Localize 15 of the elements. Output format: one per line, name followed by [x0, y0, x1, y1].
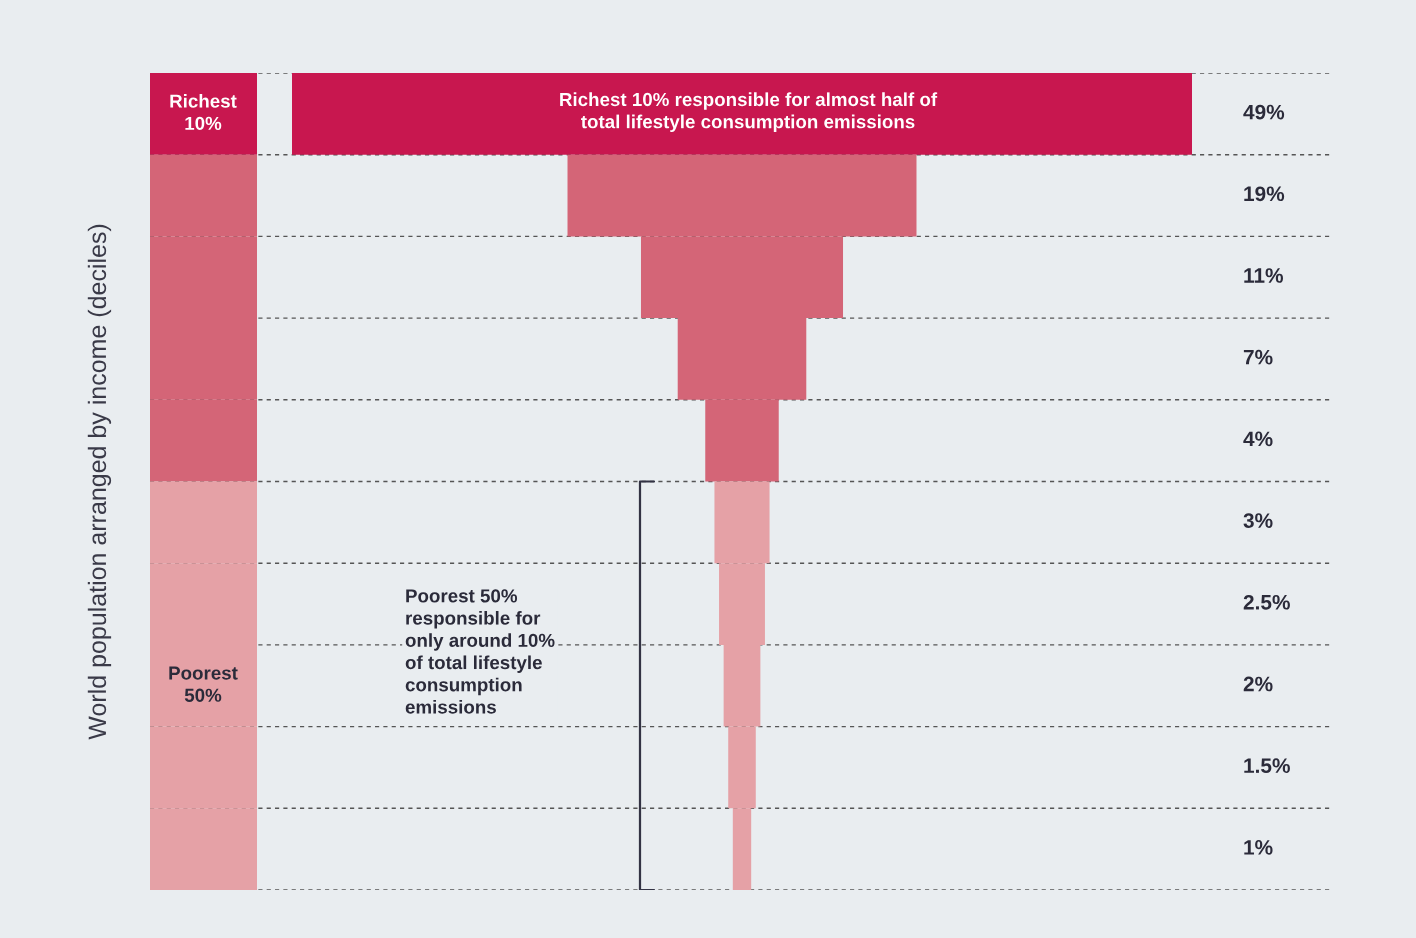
data-label: 11% — [1244, 268, 1283, 283]
text: World population arranged by income (deciles) — [87, 224, 112, 740]
text: Richest 10% — [170, 93, 237, 130]
data-label: 3% — [1243, 513, 1273, 528]
data-label: 1% — [1244, 840, 1273, 855]
data-label: 2.5% — [1243, 594, 1290, 610]
data-label: 1.5% — [1244, 758, 1290, 774]
data-label: 19% — [1244, 186, 1285, 202]
data-label: 7% — [1243, 349, 1273, 365]
data-label: 2% — [1243, 676, 1273, 692]
text: Poorest 50% responsible for only around 10% of total lifestyle consumption emissions — [405, 589, 555, 714]
data-label: 49% — [1243, 104, 1285, 120]
text: Poorest 50% — [169, 666, 238, 702]
data-label: 4% — [1243, 431, 1273, 447]
text: Richest 10% responsible for almost half of total lifestyle consumption emissions — [560, 92, 938, 133]
